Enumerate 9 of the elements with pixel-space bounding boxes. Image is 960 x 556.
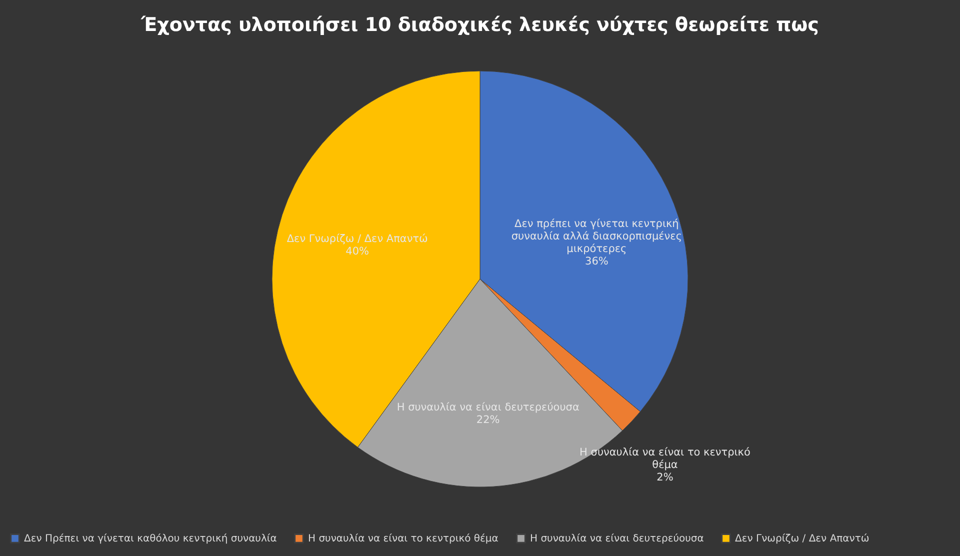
legend-label: Δεν Πρέπει να γίνεται καθόλου κεντρική συναυλία [24,533,278,544]
legend-label: Η συναυλία να είναι δευτερεύουσα [530,533,704,544]
legend-label: Η συναυλία να είναι το κεντρικό θέμα [308,533,499,544]
chart-title: Έχοντας υλοποιήσει 10 διαδοχικές λευκές νύχτες θεωρείτε πως [140,14,819,36]
data-label: Δεν Γνωρίζω / Δεν Απαντώ 40% [286,233,428,258]
data-label: Η συναυλία να είναι δευτερεύουσα 22% [396,402,580,426]
legend-label: Δεν Γνωρίζω / Δεν Απαντώ [735,533,870,544]
data-label: Η συναυλία να είναι το κεντρικό θέμα 2% [580,446,750,484]
data-label: Δεν πρέπει να γίνεται κεντρική συναυλία αλλά διασκορπισμένες μικρότερες 36% [511,218,682,268]
